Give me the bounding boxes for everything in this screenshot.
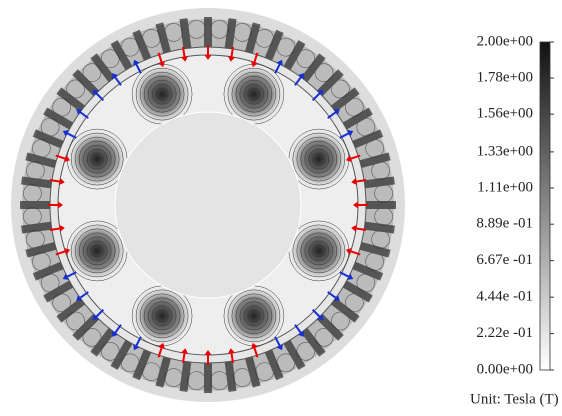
colorbar-tick-label: 6.67e -01 [476, 252, 533, 268]
colorbar-tick-label: 1.78e+00 [477, 70, 533, 86]
colorbar-tick-label: 8.89e -01 [476, 216, 533, 232]
colorbar-tick-label: 1.11e+00 [477, 179, 533, 195]
colorbar [540, 42, 550, 370]
colorbar-tick-label: 2.22e -01 [476, 325, 533, 341]
colorbar-tick-label: 1.56e+00 [477, 106, 533, 122]
figure: Unit: Tesla (T) 2.00e+00 1.78e+00 1.56e+00… [0, 0, 562, 416]
colorbar-tick-label: 0.00e+00 [477, 361, 533, 377]
colorbar-tick-label: 2.00e+00 [477, 33, 533, 49]
unit-label: Unit: Tesla (T) [470, 391, 559, 407]
colorbar-tick-label: 1.33e+00 [477, 143, 533, 159]
colorbar-tick-label: 4.44e -01 [476, 289, 533, 305]
motor-cross-section [11, 8, 405, 402]
